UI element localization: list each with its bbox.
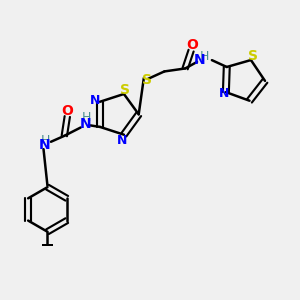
Text: O: O bbox=[61, 104, 73, 118]
Text: H: H bbox=[200, 50, 209, 63]
Text: N: N bbox=[117, 134, 128, 146]
Text: O: O bbox=[186, 38, 198, 52]
Text: N: N bbox=[219, 87, 230, 100]
Text: N: N bbox=[89, 94, 100, 107]
Text: N: N bbox=[39, 138, 51, 152]
Text: H: H bbox=[82, 111, 91, 124]
Text: N: N bbox=[79, 117, 91, 131]
Text: S: S bbox=[142, 74, 152, 87]
Text: S: S bbox=[120, 82, 130, 97]
Text: S: S bbox=[248, 50, 258, 64]
Text: N: N bbox=[193, 53, 205, 68]
Text: H: H bbox=[40, 134, 50, 147]
